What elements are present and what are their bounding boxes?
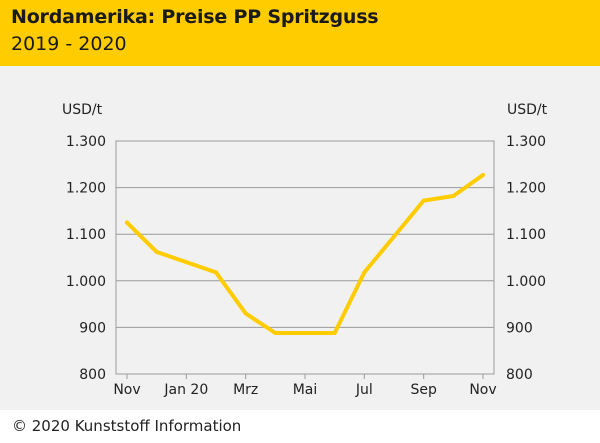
- x-axis: Nov Jan 20 Mrz Mai Jul Sep Nov: [113, 374, 497, 398]
- data-point: [362, 270, 367, 275]
- data-point: [332, 330, 337, 335]
- chart-title: Nordamerika: Preise PP Spritzguss: [11, 6, 379, 28]
- price-series: [125, 173, 485, 335]
- y-tick-label-right: 1.300: [506, 134, 546, 150]
- x-tick-label: Jan 20: [163, 382, 208, 398]
- plot-panel: 800 900 1.000 1.100 1.200 1.300 800 900 1.000 1.…: [0, 66, 600, 410]
- x-tick-label: Sep: [410, 382, 437, 398]
- data-point: [392, 234, 396, 239]
- data-point: [451, 193, 456, 198]
- line-chart: 800 900 1.000 1.100 1.200 1.300 800 900 1.000 1.…: [62, 102, 548, 398]
- y-tick-label-right: 1.100: [506, 227, 546, 243]
- y-tick-label-left: 1.000: [66, 274, 106, 290]
- data-point: [303, 330, 307, 335]
- x-tick-label: Nov: [113, 382, 140, 398]
- data-point: [481, 173, 485, 178]
- chart-header: Nordamerika: Preise PP Spritzguss 2019 -…: [0, 0, 600, 67]
- data-point: [154, 249, 159, 254]
- data-point: [421, 198, 426, 203]
- y-tick-label-right: 900: [506, 320, 533, 336]
- x-tick-label: Nov: [469, 382, 496, 398]
- data-point: [125, 220, 129, 225]
- y-tick-label-right: 800: [506, 367, 533, 383]
- y-axis-right: 800 900 1.000 1.100 1.200 1.300: [506, 134, 546, 383]
- y-axis-label-left: USD/t: [62, 102, 103, 118]
- data-point: [273, 330, 278, 335]
- copyright-footer: © 2020 Kunststoff Information: [12, 417, 242, 435]
- y-tick-label-left: 900: [79, 320, 106, 336]
- x-tick-label: Mrz: [233, 382, 258, 398]
- y-tick-label-left: 1.100: [66, 227, 106, 243]
- y-tick-label-left: 1.300: [66, 134, 106, 150]
- data-point: [184, 260, 189, 265]
- y-axis-label-right: USD/t: [507, 102, 548, 118]
- y-tick-label-right: 1.200: [506, 181, 546, 197]
- series-line: [125, 173, 485, 335]
- y-axis-left: 800 900 1.000 1.100 1.200 1.300: [66, 134, 106, 383]
- chart-subtitle: 2019 - 2020: [11, 33, 127, 55]
- y-tick-label-left: 1.200: [66, 181, 106, 197]
- y-tick-label-left: 800: [79, 367, 106, 383]
- data-point: [214, 270, 218, 275]
- x-tick-label: Jul: [355, 382, 373, 398]
- y-tick-label-right: 1.000: [506, 274, 546, 290]
- data-point: [243, 311, 248, 316]
- x-tick-label: Mai: [293, 382, 318, 398]
